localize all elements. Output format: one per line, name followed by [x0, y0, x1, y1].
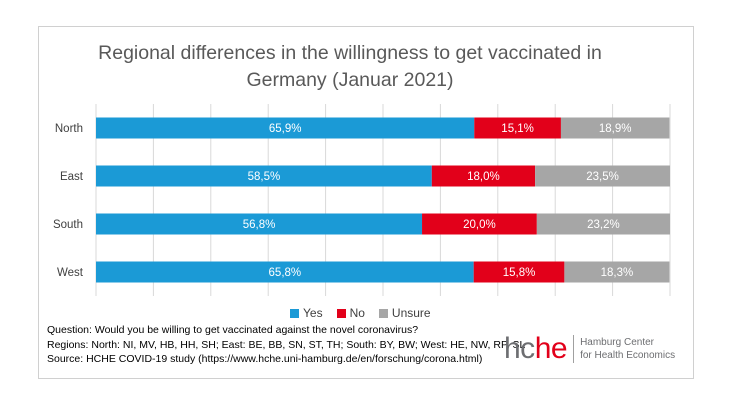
- data-label-east-no: 18,0%: [467, 171, 500, 183]
- chart-title-line-1: Regional differences in the willingness …: [98, 42, 602, 64]
- bar-south-unsure: [536, 213, 670, 235]
- category-label-east: East: [60, 171, 84, 183]
- chart-notes: Question: Would you be willing to get va…: [47, 323, 525, 367]
- source-note: Source: HCHE COVID-19 study (https://www…: [47, 353, 483, 365]
- data-label-north-yes: 65,9%: [269, 123, 302, 135]
- hche-logo-mark: hche: [504, 332, 568, 365]
- logo-mark-hc: hc: [504, 332, 535, 365]
- legend-item-no: No: [336, 306, 365, 320]
- category-label-north: North: [55, 123, 83, 135]
- legend-item-unsure: Unsure: [378, 306, 431, 320]
- data-label-south-no: 20,0%: [463, 219, 496, 231]
- bar-south-yes: [96, 213, 423, 235]
- bar-west-yes: [96, 261, 474, 283]
- logo-mark-he: he: [534, 332, 568, 365]
- data-label-west-yes: 65,8%: [269, 267, 302, 279]
- logo-text-line-2: for Health Economics: [580, 350, 676, 361]
- chart-frame: [38, 26, 694, 379]
- logo-text: Hamburg Center for Health Economics: [580, 336, 675, 362]
- bar-east-unsure: [535, 165, 670, 187]
- data-label-east-unsure: 23,5%: [586, 171, 619, 183]
- data-label-west-unsure: 18,3%: [601, 267, 634, 279]
- legend-label-yes: Yes: [303, 306, 323, 320]
- bar-north-unsure: [560, 117, 670, 139]
- data-label-north-unsure: 18,9%: [599, 123, 632, 135]
- data-label-north-no: 15,1%: [501, 123, 534, 135]
- bar-west-no: [473, 261, 565, 283]
- chart-title: Regional differences in the willingness …: [50, 40, 650, 94]
- legend-label-no: No: [349, 306, 365, 320]
- regions-note: Regions: North: NI, MV, HB, HH, SH; East…: [47, 338, 526, 351]
- chart-title-line-2: Germany (Januar 2021): [246, 69, 454, 91]
- hche-logo: hche Hamburg Center for Health Economics: [504, 334, 675, 364]
- bar-north-yes: [96, 117, 475, 139]
- data-label-east-yes: 58,5%: [248, 171, 281, 183]
- legend-item-yes: Yes: [290, 306, 323, 320]
- legend-swatch-no: [336, 308, 346, 318]
- question-note: Question: Would you be willing to get va…: [47, 324, 419, 336]
- bar-north-no: [474, 117, 561, 139]
- category-label-south: South: [53, 219, 83, 231]
- category-label-west: West: [57, 267, 84, 279]
- data-label-south-yes: 56,8%: [243, 219, 276, 231]
- bar-east-no: [431, 165, 536, 187]
- legend-label-unsure: Unsure: [391, 306, 431, 320]
- legend: Yes No Unsure: [290, 305, 490, 321]
- legend-swatch-unsure: [378, 308, 388, 318]
- legend-swatch-yes: [290, 308, 299, 318]
- logo-text-line-1: Hamburg Center: [580, 337, 654, 348]
- data-label-south-unsure: 23,2%: [587, 219, 620, 231]
- data-label-west-no: 15,8%: [503, 267, 536, 279]
- logo-divider: [573, 335, 575, 363]
- bar-south-no: [422, 213, 537, 235]
- bar-east-yes: [96, 165, 432, 187]
- bar-west-unsure: [564, 261, 670, 283]
